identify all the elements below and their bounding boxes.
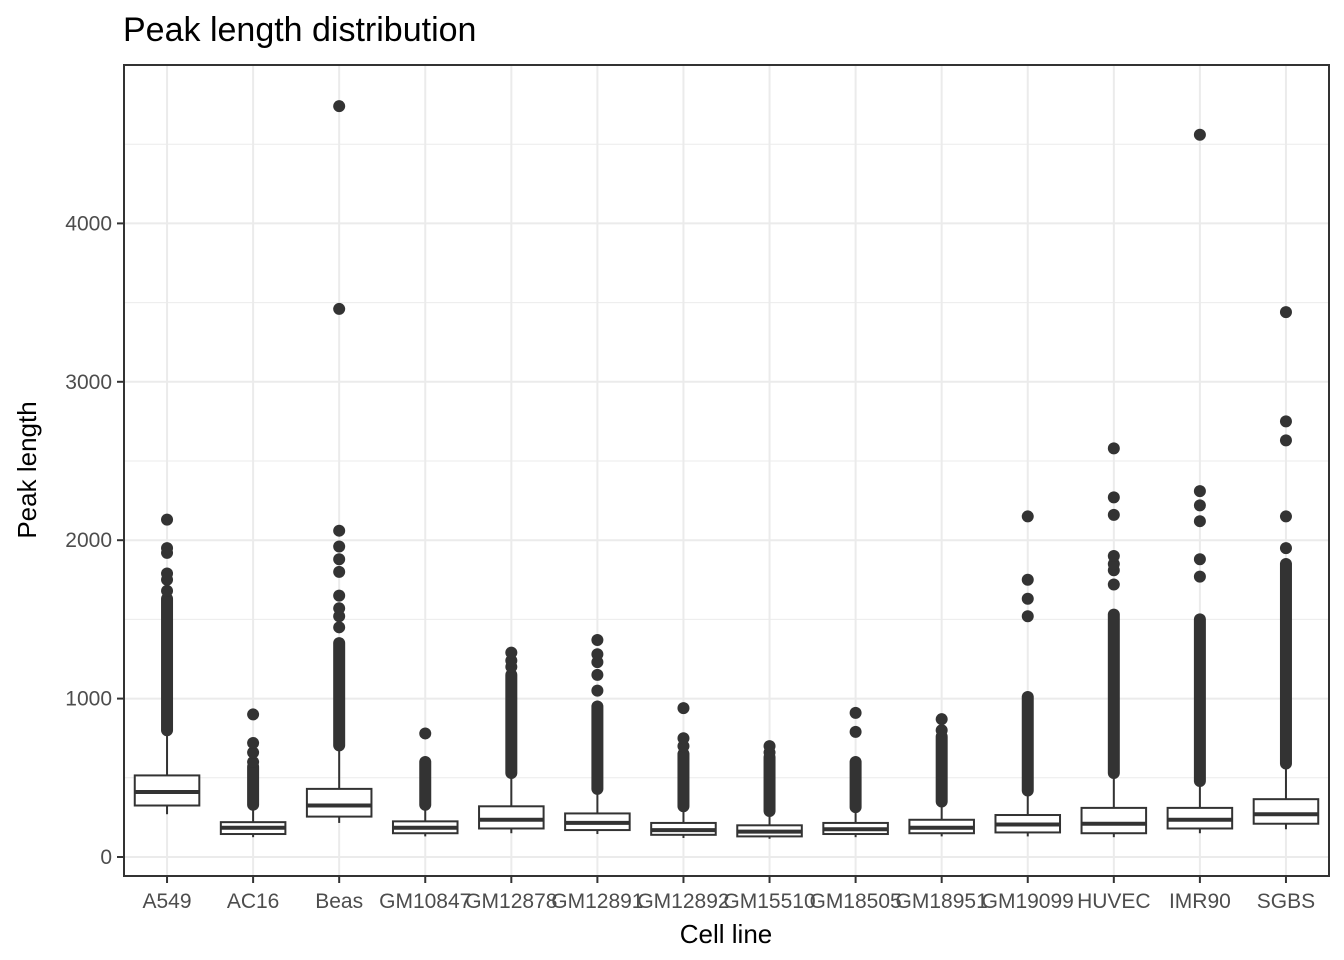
x-tick-label: GM12878 (465, 890, 557, 913)
x-tick-label: A549 (143, 890, 192, 913)
outlier-cluster (1193, 613, 1206, 787)
outlier-point (333, 524, 346, 537)
box-iqr (305, 787, 373, 818)
x-tick-label: Beas (315, 890, 363, 913)
outlier-point (161, 567, 174, 580)
outlier-point (247, 708, 260, 721)
x-tick-label: GM10847 (379, 890, 471, 913)
outlier-point (935, 724, 948, 737)
y-axis-title: Peak length (12, 401, 42, 538)
x-tick-label: GM12891 (551, 890, 643, 913)
outlier-cluster (1279, 557, 1292, 770)
outlier-point (247, 736, 260, 749)
outlier-point (591, 633, 604, 646)
outlier-point (333, 589, 346, 602)
outlier-point (1021, 573, 1034, 586)
panel-background (124, 65, 1329, 876)
outlier-point (1021, 510, 1034, 523)
box-iqr (478, 805, 545, 830)
outlier-cluster (505, 668, 518, 780)
x-axis-title: Cell line (680, 919, 773, 949)
outlier-point (247, 755, 260, 768)
outlier-cluster (419, 755, 432, 811)
outlier-cluster (333, 637, 346, 752)
outlier-point (1107, 508, 1120, 521)
outlier-point (1193, 515, 1206, 528)
outlier-point (1279, 542, 1292, 555)
outlier-cluster (591, 700, 604, 795)
x-tick-label: IMR90 (1169, 890, 1231, 913)
outlier-point (1279, 434, 1292, 447)
outlier-cluster (1021, 691, 1034, 797)
outlier-cluster (677, 748, 690, 813)
outlier-cluster (1107, 608, 1120, 780)
x-tick-label: AC16 (227, 890, 280, 913)
x-tick-label: GM19099 (982, 890, 1074, 913)
x-tick-label: GM12892 (637, 890, 729, 913)
outlier-point (161, 584, 174, 597)
outlier-point (1193, 570, 1206, 583)
outlier-point (333, 602, 346, 615)
outlier-point (591, 684, 604, 697)
x-tick-label: SGBS (1257, 890, 1315, 913)
x-tick-label: GM18951 (896, 890, 988, 913)
outlier-point (1279, 510, 1292, 523)
outlier-point (505, 646, 518, 659)
outlier-point (247, 746, 260, 759)
outlier-point (1193, 499, 1206, 512)
outlier-cluster (935, 730, 948, 808)
y-tick-label: 1000 (65, 688, 112, 711)
outlier-point (591, 668, 604, 681)
outlier-point (1021, 610, 1034, 623)
outlier-point (333, 100, 346, 113)
outlier-point (677, 732, 690, 745)
outlier-point (161, 513, 174, 526)
outlier-point (849, 725, 862, 738)
outlier-point (935, 713, 948, 726)
outlier-point (333, 565, 346, 578)
outlier-point (1107, 550, 1120, 563)
outlier-point (849, 706, 862, 719)
panel-border (123, 64, 1330, 877)
box-iqr (1252, 798, 1320, 825)
outlier-point (1107, 491, 1120, 504)
outlier-point (333, 553, 346, 566)
outlier-point (1107, 578, 1120, 591)
outlier-point (333, 540, 346, 553)
y-tick-label: 3000 (65, 371, 112, 394)
x-tick-label: GM15510 (723, 890, 815, 913)
outlier-point (1193, 485, 1206, 498)
y-tick-label: 4000 (65, 212, 112, 235)
x-tick-label: HUVEC (1077, 890, 1151, 913)
y-tick-label: 2000 (65, 529, 112, 552)
outlier-cluster (763, 751, 776, 818)
outlier-point (161, 542, 174, 555)
x-tick-label: GM18505 (809, 890, 901, 913)
outlier-point (1279, 415, 1292, 428)
outlier-point (1193, 128, 1206, 141)
outlier-point (763, 740, 776, 753)
y-tick-label: 0 (100, 846, 112, 869)
outlier-point (591, 648, 604, 661)
outlier-point (333, 621, 346, 634)
outlier-cluster (161, 592, 174, 737)
outlier-point (677, 702, 690, 715)
outlier-point (1021, 592, 1034, 605)
outlier-point (419, 727, 432, 740)
chart-title: Peak length distribution (123, 11, 476, 49)
outlier-point (1279, 306, 1292, 319)
outlier-point (1193, 553, 1206, 566)
outlier-point (1107, 442, 1120, 455)
outlier-cluster (247, 760, 260, 811)
outlier-point (333, 302, 346, 315)
box-iqr (1080, 806, 1148, 835)
outlier-cluster (849, 755, 862, 814)
